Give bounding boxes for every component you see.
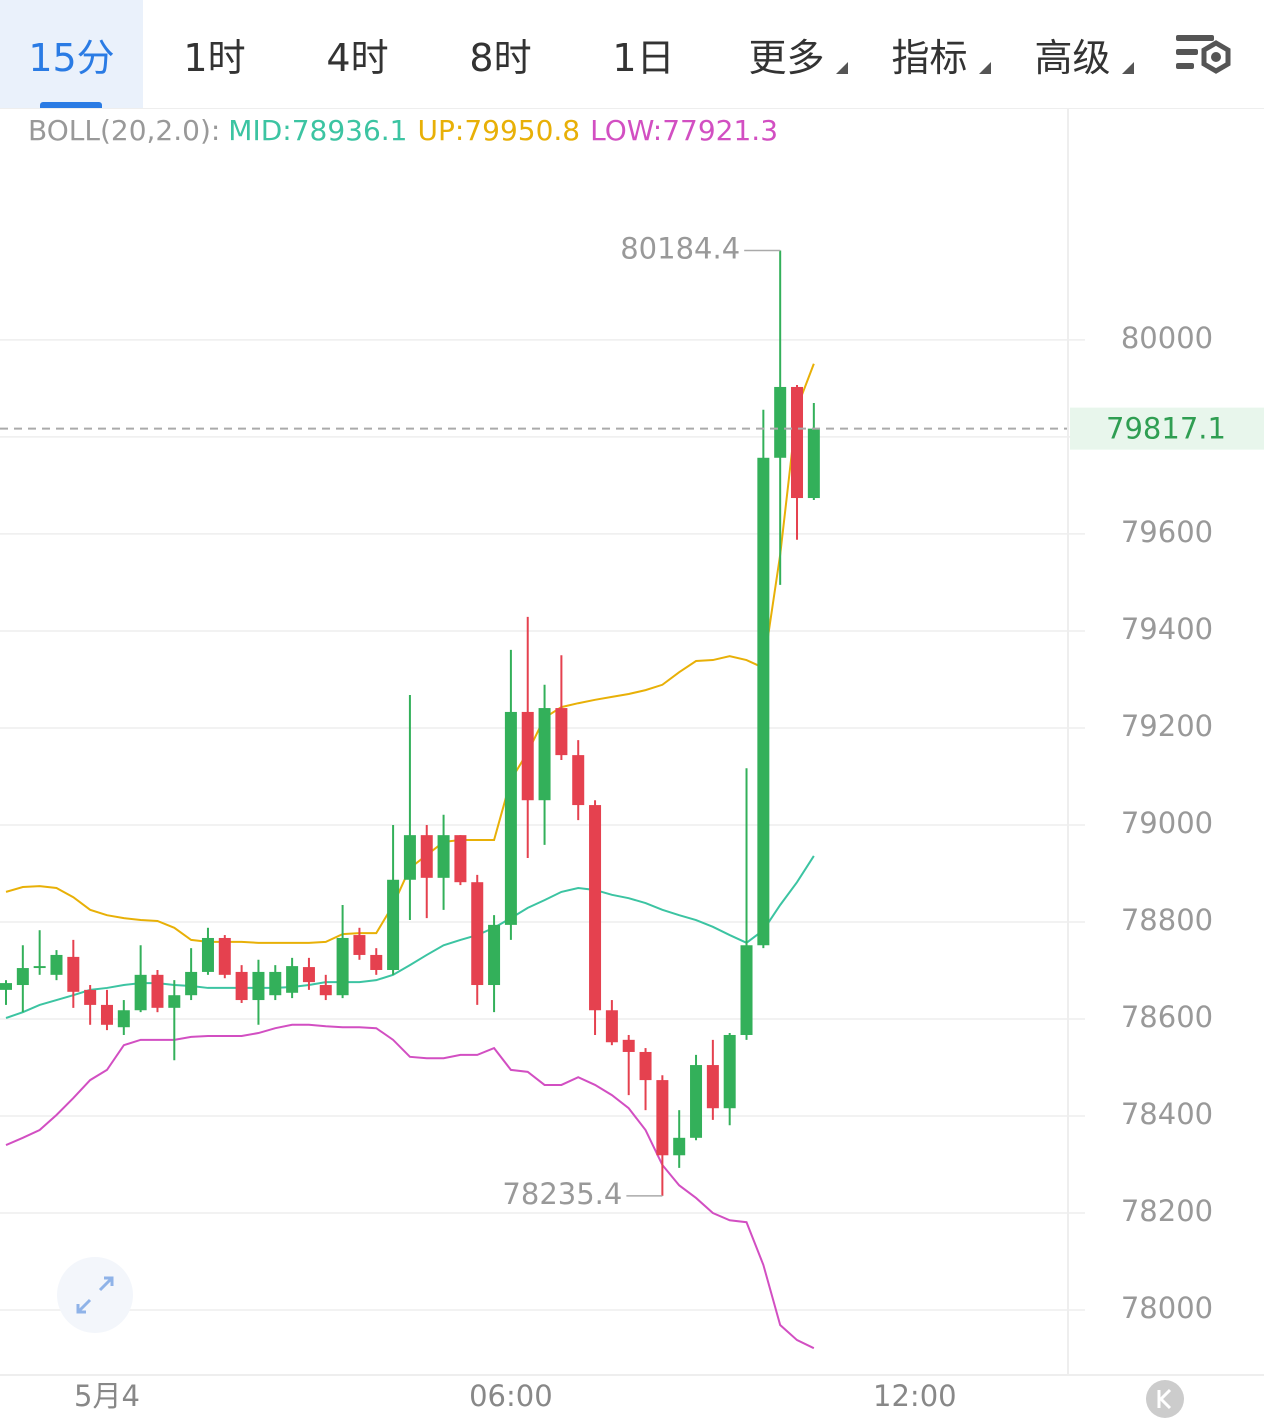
max-annotation: 80184.4: [620, 231, 740, 265]
tab[interactable]: 8时: [469, 35, 532, 80]
candle-body: [437, 835, 450, 878]
timeframe-tabs: 15分 1时 4时 8时 1日 更多 指标 高级: [0, 0, 1264, 109]
tab[interactable]: 指标: [858, 0, 1001, 108]
candle-body: [454, 835, 467, 883]
last-price-label: 79817.1: [1106, 412, 1226, 446]
settings-icon: [1176, 35, 1231, 74]
min-annotation: 78235.4: [502, 1177, 622, 1211]
dropdown-arrow: [836, 62, 848, 74]
k-button[interactable]: [1146, 1380, 1184, 1418]
candle-body: [420, 835, 433, 878]
candle-body: [757, 457, 770, 946]
candle-body: [639, 1051, 652, 1081]
candle-body: [791, 386, 804, 499]
tab[interactable]: 4时: [326, 35, 389, 80]
candle-body: [0, 983, 12, 990]
candle-body: [521, 711, 534, 801]
candle-body: [151, 974, 164, 1008]
candle-body: [555, 708, 568, 756]
y-tick-label: 79600: [1121, 515, 1213, 549]
tab-label: 指标: [891, 35, 968, 80]
candle-body: [168, 995, 181, 1008]
candle-body: [16, 968, 29, 986]
candle-body: [117, 1010, 130, 1028]
candle-body: [387, 879, 400, 970]
legend-entry: MID:78936.1: [228, 114, 407, 147]
candle-body: [235, 971, 248, 1001]
tab[interactable]: 更多: [715, 0, 858, 108]
legend-entry: UP:79950.8: [418, 114, 581, 147]
y-tick-label: 78400: [1121, 1097, 1213, 1131]
candle-body: [589, 805, 602, 1011]
candle-body: [605, 1010, 618, 1043]
indicator-legend: BOLL(20,2.0): MID:78936.1 UP:79950.8 LOW:77…: [28, 114, 778, 147]
candle-body: [302, 967, 315, 983]
dropdown-arrow: [979, 62, 991, 74]
tab[interactable]: 1时: [183, 35, 246, 80]
legend-entry: LOW:77921.3: [590, 114, 778, 147]
tab[interactable]: 高级: [1001, 0, 1144, 108]
candle-body: [706, 1065, 719, 1109]
last-price-badge: [1070, 407, 1264, 450]
y-tick-label: 78800: [1121, 903, 1213, 937]
candle-body: [538, 708, 551, 801]
candle-body: [201, 937, 214, 972]
candle-body: [774, 386, 787, 458]
x-tick-label: 06:00: [469, 1379, 553, 1413]
candle-body: [656, 1080, 669, 1156]
tab-label: 更多: [748, 35, 825, 80]
x-tick-label: 12:00: [873, 1379, 957, 1413]
candle-body: [353, 935, 366, 955]
candle-body: [319, 985, 332, 996]
candle-body: [185, 971, 198, 996]
candle-body: [100, 1004, 113, 1025]
y-tick-label: 79200: [1121, 709, 1213, 743]
settings-button[interactable]: [1144, 0, 1264, 108]
candle-body: [370, 954, 383, 970]
tab[interactable]: 15分: [0, 0, 143, 108]
candle-body: [807, 428, 820, 499]
y-tick-label: 80000: [1121, 321, 1213, 355]
indicator-name: BOLL(20,2.0):: [28, 114, 220, 147]
expand-button[interactable]: [57, 1257, 133, 1333]
candle-body: [740, 945, 753, 1035]
candle-body: [471, 882, 484, 986]
candle-body: [336, 937, 349, 996]
candle-body: [723, 1034, 736, 1109]
candle-body: [690, 1065, 703, 1138]
candle-body: [572, 755, 585, 806]
candle-body: [673, 1137, 686, 1156]
candle-body: [218, 937, 231, 975]
tab[interactable]: 1日: [612, 35, 675, 80]
y-tick-label: 78600: [1121, 1000, 1213, 1034]
candle-body: [50, 954, 63, 975]
candle-body: [134, 974, 147, 1011]
candle-body: [504, 711, 517, 925]
dropdown-arrow: [1122, 62, 1134, 74]
y-tick-label: 78200: [1121, 1194, 1213, 1228]
candle-body: [67, 956, 80, 992]
candle-body: [269, 971, 282, 996]
y-tick-label: 79000: [1121, 806, 1213, 840]
y-tick-label: 79400: [1121, 612, 1213, 646]
candle-body: [622, 1039, 635, 1052]
tab-label: 高级: [1034, 35, 1111, 80]
candle-body: [252, 971, 265, 1001]
candle-body: [403, 835, 416, 880]
x-tick-label: 5月4: [74, 1379, 140, 1413]
candle-body: [84, 989, 97, 1005]
band-line: [5, 1023, 815, 1350]
candle-body: [33, 966, 46, 969]
candle-body: [286, 966, 299, 993]
candle-body: [488, 924, 501, 986]
y-tick-label: 78000: [1121, 1291, 1213, 1325]
